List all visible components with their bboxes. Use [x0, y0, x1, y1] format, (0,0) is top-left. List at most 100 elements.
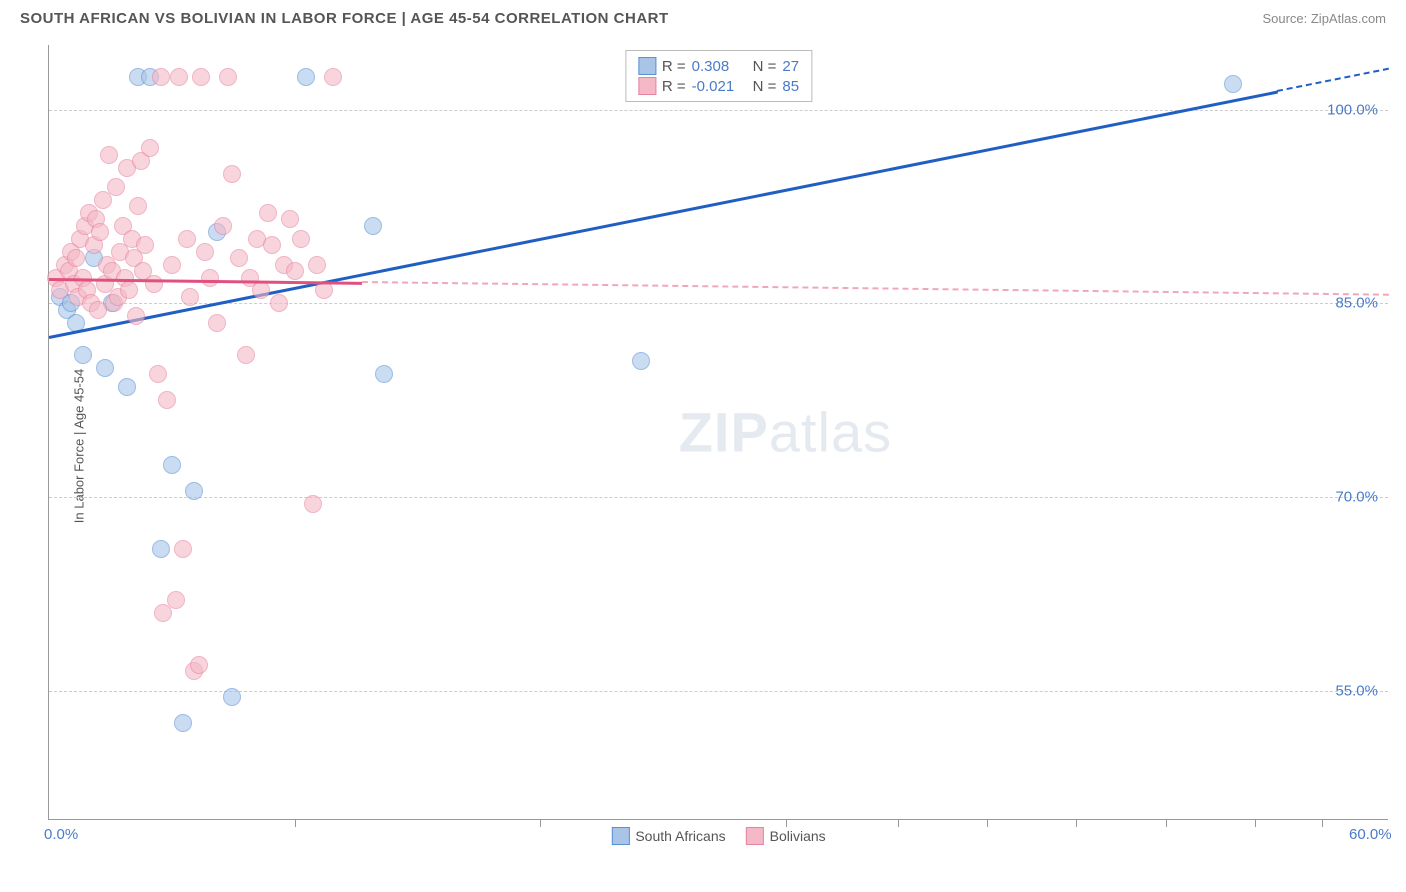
scatter-point — [136, 236, 154, 254]
scatter-point — [263, 236, 281, 254]
scatter-point — [292, 230, 310, 248]
scatter-point — [324, 68, 342, 86]
legend-r-value-2: -0.021 — [692, 78, 747, 95]
xtick-mark — [987, 819, 988, 827]
scatter-point — [152, 540, 170, 558]
legend-n-value-1: 27 — [782, 58, 799, 75]
scatter-point — [304, 495, 322, 513]
xtick-mark — [1322, 819, 1323, 827]
scatter-point — [252, 281, 270, 299]
legend-swatch-2 — [638, 77, 656, 95]
legend-r-value-1: 0.308 — [692, 58, 747, 75]
scatter-point — [196, 243, 214, 261]
watermark: ZIPatlas — [679, 400, 892, 465]
legend-swatch-bottom-1 — [611, 827, 629, 845]
chart-title: SOUTH AFRICAN VS BOLIVIAN IN LABOR FORCE… — [20, 10, 669, 27]
ytick-label: 55.0% — [1335, 682, 1378, 699]
scatter-point — [74, 346, 92, 364]
xtick-mark — [295, 819, 296, 827]
scatter-point — [163, 256, 181, 274]
scatter-point — [1224, 75, 1242, 93]
scatter-point — [286, 262, 304, 280]
scatter-point — [190, 656, 208, 674]
xtick-mark — [1076, 819, 1077, 827]
header: SOUTH AFRICAN VS BOLIVIAN IN LABOR FORCE… — [0, 0, 1406, 32]
xtick-mark — [1166, 819, 1167, 827]
scatter-point — [185, 482, 203, 500]
scatter-point — [192, 68, 210, 86]
scatter-point — [149, 365, 167, 383]
scatter-point — [223, 165, 241, 183]
legend-swatch-1 — [638, 57, 656, 75]
scatter-point — [375, 365, 393, 383]
scatter-point — [237, 346, 255, 364]
scatter-point — [174, 714, 192, 732]
scatter-point — [259, 204, 277, 222]
scatter-point — [129, 197, 147, 215]
trendline-dashed — [362, 281, 1389, 296]
scatter-point — [214, 217, 232, 235]
legend-label-1: South Africans — [635, 828, 725, 844]
scatter-point — [118, 378, 136, 396]
legend-r-label-1: R = — [662, 58, 686, 75]
source-label: Source: ZipAtlas.com — [1262, 11, 1386, 26]
legend-label-2: Bolivians — [770, 828, 826, 844]
scatter-point — [145, 275, 163, 293]
ytick-label: 85.0% — [1335, 295, 1378, 312]
scatter-point — [158, 391, 176, 409]
scatter-point — [201, 269, 219, 287]
trendline-dashed — [1277, 68, 1389, 92]
scatter-point — [281, 210, 299, 228]
scatter-point — [208, 314, 226, 332]
scatter-point — [297, 68, 315, 86]
legend-r-label-2: R = — [662, 78, 686, 95]
xtick-mark — [1255, 819, 1256, 827]
trendline — [49, 90, 1278, 338]
scatter-point — [167, 591, 185, 609]
xtick-mark — [786, 819, 787, 827]
scatter-point — [270, 294, 288, 312]
scatter-point — [94, 191, 112, 209]
scatter-point — [96, 359, 114, 377]
scatter-point — [163, 456, 181, 474]
legend-n-label-2: N = — [753, 78, 777, 95]
ytick-label: 100.0% — [1327, 101, 1378, 118]
scatter-point — [152, 68, 170, 86]
gridline — [49, 691, 1388, 692]
scatter-point — [632, 352, 650, 370]
xtick-label: 0.0% — [44, 826, 78, 843]
scatter-point — [170, 68, 188, 86]
scatter-point — [174, 540, 192, 558]
scatter-point — [181, 288, 199, 306]
scatter-point — [364, 217, 382, 235]
legend-row-2: R = -0.021 N = 85 — [638, 77, 799, 95]
xtick-label: 60.0% — [1349, 826, 1392, 843]
legend-series: South Africans Bolivians — [611, 827, 825, 845]
scatter-point — [308, 256, 326, 274]
gridline — [49, 497, 1388, 498]
scatter-point — [127, 307, 145, 325]
scatter-point — [120, 281, 138, 299]
scatter-point — [219, 68, 237, 86]
chart-area: ZIPatlas R = 0.308 N = 27 R = -0.021 N =… — [48, 45, 1388, 820]
scatter-point — [91, 223, 109, 241]
xtick-mark — [898, 819, 899, 827]
scatter-point — [100, 146, 118, 164]
legend-n-label-1: N = — [753, 58, 777, 75]
gridline — [49, 303, 1388, 304]
scatter-point — [107, 178, 125, 196]
legend-row-1: R = 0.308 N = 27 — [638, 57, 799, 75]
scatter-point — [141, 139, 159, 157]
scatter-point — [178, 230, 196, 248]
ytick-label: 70.0% — [1335, 489, 1378, 506]
scatter-point — [67, 249, 85, 267]
xtick-mark — [540, 819, 541, 827]
scatter-point — [154, 604, 172, 622]
legend-item-1: South Africans — [611, 827, 725, 845]
legend-swatch-bottom-2 — [746, 827, 764, 845]
scatter-point — [223, 688, 241, 706]
scatter-point — [230, 249, 248, 267]
legend-n-value-2: 85 — [782, 78, 799, 95]
legend-item-2: Bolivians — [746, 827, 826, 845]
legend-stats: R = 0.308 N = 27 R = -0.021 N = 85 — [625, 50, 812, 102]
